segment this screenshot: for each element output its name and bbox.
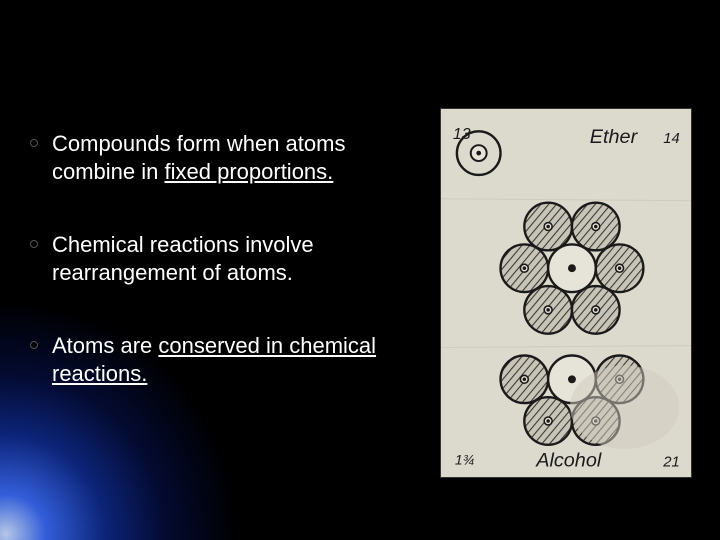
bullet-text: Atoms are conserved in chemical reaction… bbox=[52, 332, 410, 387]
figure-num-alcohol: 21 bbox=[662, 455, 680, 471]
bullet-icon bbox=[30, 139, 38, 147]
text-underlined: fixed proportions. bbox=[165, 159, 334, 184]
dalton-figure: 13 Ether 14 Alcohol 21 1¾ bbox=[440, 108, 692, 478]
bullet-icon bbox=[30, 341, 38, 349]
figure-label-ether: Ether bbox=[590, 126, 639, 148]
text-plain: Atoms are bbox=[52, 333, 158, 358]
figure-num-ether: 14 bbox=[663, 131, 680, 147]
bullet-icon bbox=[30, 240, 38, 248]
text-plain: Chemical reactions involve rearrangement… bbox=[52, 232, 314, 285]
bullet-list: Compounds form when atoms combine in fix… bbox=[30, 130, 410, 433]
list-item: Chemical reactions involve rearrangement… bbox=[30, 231, 410, 286]
bullet-text: Compounds form when atoms combine in fix… bbox=[52, 130, 410, 185]
figure-label-alcohol: Alcohol bbox=[535, 450, 602, 472]
bullet-text: Chemical reactions involve rearrangement… bbox=[52, 231, 410, 286]
list-item: Compounds form when atoms combine in fix… bbox=[30, 130, 410, 185]
shading bbox=[570, 365, 679, 448]
list-item: Atoms are conserved in chemical reaction… bbox=[30, 332, 410, 387]
figure-svg: 13 Ether 14 Alcohol 21 1¾ bbox=[441, 109, 691, 477]
figure-num-botleft: 1¾ bbox=[455, 452, 475, 468]
